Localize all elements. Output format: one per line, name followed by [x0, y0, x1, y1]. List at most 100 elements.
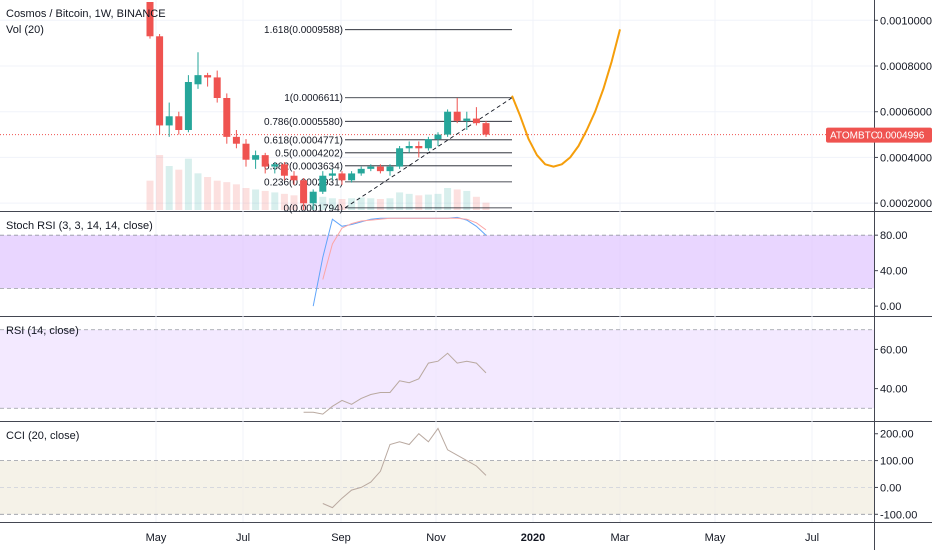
- price-tick-label: 0.0002000: [880, 198, 932, 210]
- time-tick-label: Jul: [805, 532, 819, 544]
- cci-tick-label: 0.00: [880, 482, 901, 494]
- volume-bar: [453, 189, 461, 210]
- axes-labels: 0.0010000 0.0008000 0.0006000 0.0004000 0.00…: [146, 15, 932, 544]
- candle-body: [280, 164, 288, 176]
- fib-level-label: 1(0.0006611): [284, 93, 343, 104]
- volume-bar: [376, 199, 384, 210]
- candle-body: [482, 123, 490, 135]
- price-pane[interactable]: [0, 0, 874, 211]
- candle-body: [175, 116, 183, 130]
- volume-bar: [338, 199, 346, 210]
- volume-bar: [290, 195, 298, 210]
- volume-bar: [328, 198, 336, 210]
- indicator-lines: [303, 216, 487, 509]
- candle-body: [357, 168, 365, 174]
- time-tick-label: 2020: [521, 532, 545, 544]
- volume-legend: Vol (20): [6, 24, 44, 36]
- stoch-rsi-legend: Stoch RSI (3, 3, 14, 14, close): [6, 220, 153, 232]
- candle-body: [156, 36, 164, 126]
- candle-body: [300, 180, 308, 204]
- fib-trendline: [344, 97, 513, 209]
- volume-bar: [357, 197, 365, 210]
- volume-bar: [223, 182, 231, 210]
- volume-bar: [415, 195, 423, 210]
- cci-tick-label: 200.00: [880, 429, 914, 441]
- last-price-tag: ATOMBTC 0.0004996: [826, 127, 932, 143]
- time-tick-label: Jul: [236, 532, 250, 544]
- projection-path: [511, 29, 621, 168]
- volume-bars: [146, 155, 490, 210]
- volume-bar: [424, 194, 432, 210]
- fib-level-label: 1.618(0.0009588): [264, 25, 343, 36]
- candle-body: [424, 139, 432, 149]
- price-tick-label: 0.0008000: [880, 61, 932, 73]
- candle-body: [386, 166, 394, 172]
- cci-series-line: [322, 427, 487, 509]
- time-tick-label: Nov: [426, 532, 446, 544]
- fib-level-label: 0.786(0.0005580): [264, 117, 343, 128]
- candle-body: [232, 136, 240, 144]
- candle-body: [396, 148, 404, 167]
- candle-body: [319, 175, 327, 192]
- rsi-tick-label: 60.00: [880, 344, 908, 356]
- fib-level-label: 0.5(0.0004202): [275, 148, 343, 159]
- candle-body: [444, 111, 452, 135]
- candle-body: [194, 75, 202, 85]
- volume-bar: [194, 173, 202, 210]
- volume-bar: [204, 177, 212, 210]
- cci-tick-label: 100.00: [880, 456, 914, 468]
- candle-body: [271, 164, 279, 167]
- stoch-series-line: [322, 217, 487, 280]
- volume-bar: [319, 196, 327, 210]
- stoch-tick-label: 0.00: [880, 301, 901, 313]
- candle-body: [242, 143, 250, 160]
- candle-body: [415, 146, 423, 149]
- candle-body: [309, 191, 317, 204]
- time-tick-label: Sep: [331, 532, 351, 544]
- candle-body: [367, 166, 375, 169]
- volume-bar: [271, 192, 279, 210]
- candle-body: [405, 146, 413, 149]
- volume-bar: [367, 198, 375, 210]
- price-tick-label: 0.0004000: [880, 152, 932, 164]
- symbol-title: Cosmos / Bitcoin, 1W, BINANCE: [6, 8, 166, 20]
- fib-level-label: 0.382(0.0003634): [264, 161, 343, 172]
- rsi-band: [0, 329, 874, 409]
- stoch-band: [0, 235, 874, 289]
- price-tag-symbol: ATOMBTC: [830, 131, 878, 142]
- rsi-tick-label: 40.00: [880, 384, 908, 396]
- candle-body: [472, 118, 480, 124]
- time-tick-label: May: [705, 532, 726, 544]
- candlestick-series: [146, 2, 490, 210]
- candle-body: [376, 166, 384, 172]
- volume-bar: [146, 180, 154, 210]
- candle-body: [204, 75, 212, 78]
- candle-body: [453, 111, 461, 121]
- volume-bar: [252, 189, 260, 210]
- candle-body: [261, 155, 269, 167]
- candle-body: [252, 155, 260, 160]
- rsi-legend: RSI (14, close): [6, 325, 79, 337]
- candle-body: [338, 173, 346, 181]
- projection-curve[interactable]: [511, 29, 621, 168]
- candle-body: [165, 116, 173, 126]
- time-tick-label: Mar: [611, 532, 630, 544]
- volume-bar: [175, 169, 183, 210]
- volume-bar: [463, 190, 471, 210]
- cci-tick-label: -100.00: [880, 509, 917, 521]
- candle-body: [223, 98, 231, 137]
- volume-bar: [444, 188, 452, 210]
- volume-bar: [386, 198, 394, 210]
- volume-bar: [472, 196, 480, 210]
- volume-bar: [280, 193, 288, 210]
- volume-bar: [156, 155, 164, 210]
- volume-bar: [213, 180, 221, 210]
- candle-body: [463, 118, 471, 121]
- volume-bar: [482, 202, 490, 210]
- stoch-tick-label: 80.00: [880, 230, 908, 242]
- candle-body: [348, 173, 356, 181]
- volume-bar: [232, 184, 240, 210]
- volume-bar: [434, 193, 442, 210]
